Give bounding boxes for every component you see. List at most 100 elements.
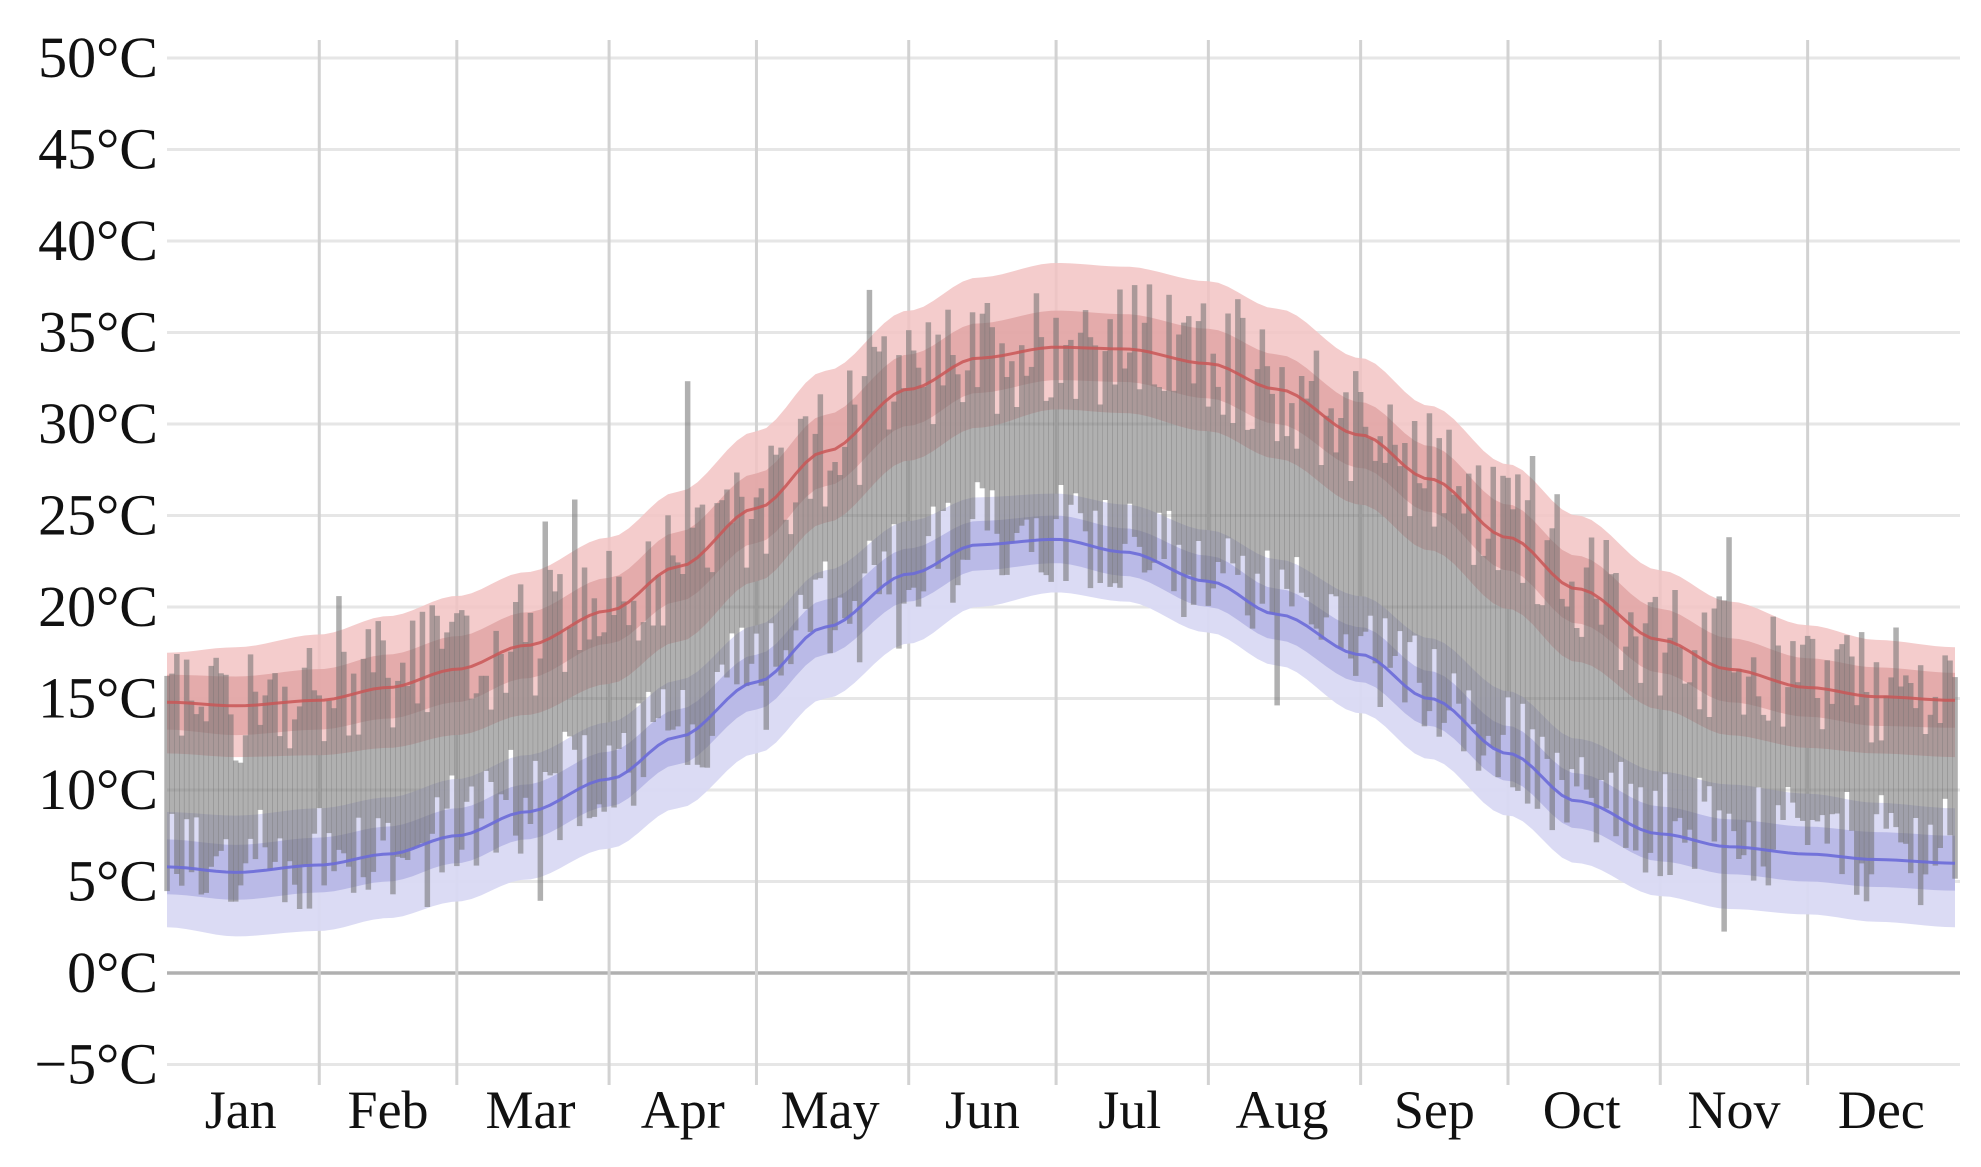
daily-temperature-bar bbox=[233, 760, 239, 902]
daily-temperature-bar bbox=[1230, 423, 1236, 564]
daily-temperature-bar bbox=[468, 698, 475, 787]
daily-temperature-bar bbox=[989, 327, 995, 491]
daily-temperature-bar bbox=[311, 690, 318, 834]
daily-temperature-bar bbox=[557, 574, 563, 841]
daily-temperature-bar bbox=[1520, 582, 1526, 704]
daily-temperature-bar bbox=[635, 640, 642, 704]
daily-temperature-bar bbox=[1878, 740, 1885, 796]
daily-temperature-bar bbox=[1186, 316, 1192, 575]
daily-temperature-bar bbox=[1362, 426, 1369, 632]
daily-temperature-bar bbox=[1795, 682, 1801, 818]
daily-temperature-bar bbox=[1809, 638, 1816, 820]
daily-temperature-bar bbox=[1937, 723, 1943, 848]
daily-temperature-bar bbox=[832, 462, 838, 631]
daily-temperature-bar bbox=[935, 334, 941, 569]
daily-temperature-bar bbox=[282, 686, 288, 903]
daily-temperature-bar bbox=[513, 602, 519, 836]
daily-temperature-bar bbox=[1893, 627, 1899, 828]
y-tick-label: 50°C bbox=[38, 25, 158, 90]
daily-temperature-bar bbox=[1706, 717, 1713, 787]
daily-temperature-bar bbox=[1927, 714, 1934, 825]
daily-temperature-bar bbox=[1068, 339, 1074, 505]
daily-temperature-bar bbox=[1308, 381, 1315, 625]
daily-temperature-bar bbox=[326, 700, 332, 834]
daily-temperature-bar bbox=[812, 433, 819, 580]
daily-temperature-bar bbox=[1377, 436, 1383, 707]
daily-temperature-bar bbox=[851, 404, 858, 601]
daily-temperature-bar bbox=[1141, 322, 1148, 573]
daily-temperature-bar bbox=[1082, 310, 1089, 532]
daily-temperature-bars bbox=[164, 284, 1958, 932]
daily-temperature-bar bbox=[842, 446, 848, 619]
daily-temperature-bar bbox=[1657, 695, 1663, 877]
daily-temperature-bar bbox=[768, 445, 774, 624]
daily-temperature-bar bbox=[640, 622, 647, 778]
daily-temperature-bar bbox=[1642, 623, 1649, 873]
daily-temperature-bar bbox=[581, 567, 588, 736]
x-tick-label: Sep bbox=[1394, 1080, 1475, 1140]
daily-temperature-bar bbox=[1524, 500, 1531, 804]
daily-temperature-bar bbox=[419, 611, 426, 844]
daily-temperature-bar bbox=[336, 596, 342, 850]
daily-temperature-bar bbox=[247, 654, 254, 839]
daily-temperature-bar bbox=[1416, 483, 1423, 683]
daily-temperature-bar bbox=[223, 674, 229, 840]
daily-temperature-bar bbox=[1421, 488, 1428, 727]
daily-temperature-bar bbox=[365, 629, 372, 890]
daily-temperature-bar bbox=[1608, 574, 1614, 773]
daily-temperature-bar bbox=[1407, 516, 1413, 643]
low-temperature-band-outer bbox=[167, 493, 1955, 937]
daily-temperature-bar bbox=[183, 659, 190, 820]
daily-temperature-bar bbox=[861, 376, 868, 574]
x-tick-label: Aug bbox=[1236, 1080, 1329, 1140]
daily-temperature-bar bbox=[1259, 329, 1266, 604]
daily-temperature-bar bbox=[910, 350, 917, 588]
daily-temperature-bar bbox=[1662, 652, 1668, 775]
daily-temperature-bar bbox=[630, 600, 637, 806]
daily-temperature-bar bbox=[979, 313, 986, 489]
daily-temperature-bar bbox=[1112, 384, 1118, 584]
daily-temperature-bar bbox=[321, 741, 327, 886]
y-tick-label: 40°C bbox=[38, 208, 158, 273]
daily-temperature-bar bbox=[1716, 596, 1722, 811]
x-tick-label: Jul bbox=[1098, 1080, 1161, 1140]
daily-temperature-bar bbox=[1652, 596, 1659, 791]
daily-temperature-bar bbox=[1529, 456, 1536, 730]
daily-temperature-bar bbox=[179, 735, 185, 886]
daily-temperature-bar bbox=[1284, 436, 1290, 589]
daily-temperature-bar bbox=[1554, 494, 1560, 753]
daily-temperature-bar bbox=[1677, 647, 1683, 818]
daily-temperature-bar bbox=[1333, 452, 1339, 597]
daily-temperature-bar bbox=[1279, 367, 1285, 570]
daily-temperature-bar bbox=[1225, 313, 1231, 539]
daily-temperature-bar bbox=[1195, 321, 1202, 541]
daily-temperature-bar bbox=[886, 429, 892, 595]
daily-temperature-bar bbox=[493, 630, 499, 853]
daily-temperature-bar bbox=[218, 673, 224, 851]
daily-temperature-bar bbox=[1800, 644, 1806, 821]
daily-temperature-bar bbox=[1387, 404, 1393, 668]
daily-temperature-bar bbox=[1834, 649, 1840, 814]
daily-temperature-bar bbox=[1755, 696, 1762, 788]
daily-temperature-bar bbox=[552, 591, 558, 774]
daily-temperature-bar bbox=[817, 394, 824, 579]
daily-temperature-bar bbox=[193, 714, 200, 818]
daily-temperature-bar bbox=[1338, 418, 1344, 649]
daily-temperature-bar bbox=[1289, 403, 1295, 607]
daily-temperature-bar bbox=[743, 567, 750, 687]
daily-temperature-bar bbox=[1780, 726, 1786, 820]
daily-temperature-bar bbox=[709, 572, 715, 736]
daily-temperature-bar bbox=[355, 734, 362, 818]
daily-temperature-bar bbox=[1922, 734, 1929, 875]
daily-temperature-bar bbox=[699, 504, 706, 768]
daily-temperature-bar bbox=[1952, 677, 1958, 879]
daily-temperature-bar bbox=[1588, 537, 1595, 798]
daily-temperature-bar bbox=[763, 553, 769, 730]
daily-temperature-bar bbox=[527, 612, 534, 824]
daily-temperature-bar bbox=[375, 621, 381, 819]
daily-temperature-bar bbox=[1181, 322, 1187, 617]
daily-temperature-bar bbox=[1028, 366, 1035, 552]
daily-temperature-bar bbox=[881, 336, 887, 552]
y-axis-tick-labels: 50°C 45°C 40°C 35°C 30°C 25°C 20°C 15°C 10°C 5°C 0… bbox=[34, 25, 158, 1097]
